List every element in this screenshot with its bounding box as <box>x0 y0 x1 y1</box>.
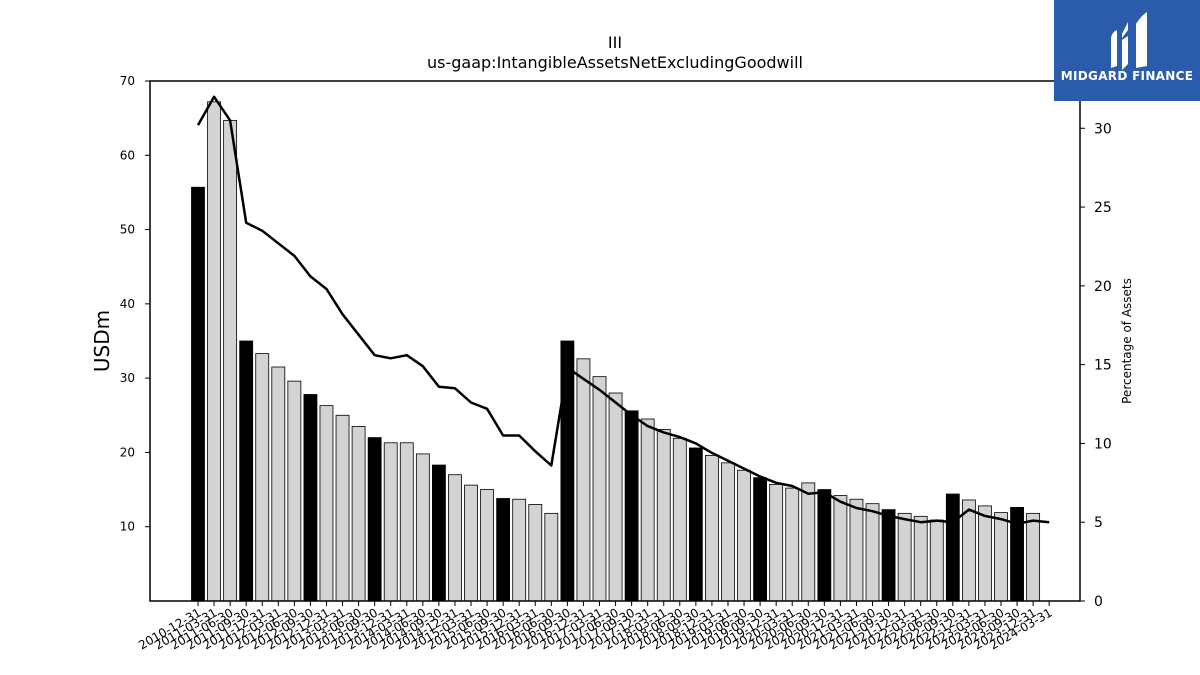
bar <box>528 504 543 602</box>
chart-subtitle: us-gaap:IntangibleAssetsNetExcludingGood… <box>427 53 803 72</box>
bar <box>945 493 960 602</box>
y-axis-label: USDm <box>90 310 114 372</box>
bar <box>448 474 462 602</box>
bar <box>688 447 703 602</box>
series-line-percentage-of-assets <box>196 95 1050 526</box>
y2-axis-label: Percentage of Assets <box>1120 278 1134 404</box>
bars-group <box>191 101 1041 602</box>
y-tick-label: 70 <box>120 74 135 88</box>
bar <box>207 101 221 602</box>
plot-frame <box>149 80 1081 602</box>
y-tick-label: 20 <box>120 445 135 459</box>
bar <box>672 437 687 602</box>
bar <box>560 340 575 602</box>
y2-axis: 0 5 10 15 20 25 30 <box>1080 121 1112 610</box>
bar <box>817 489 832 602</box>
bar <box>1026 512 1041 602</box>
bar <box>705 454 719 602</box>
bar <box>849 498 864 602</box>
bar <box>431 464 446 602</box>
y2-tick-label: 30 <box>1094 121 1112 137</box>
bar <box>544 512 559 602</box>
y2-tick-label: 25 <box>1094 200 1112 216</box>
bar <box>399 442 414 602</box>
y2-tick-label: 10 <box>1094 436 1112 452</box>
bar <box>753 477 767 602</box>
bar <box>801 482 816 602</box>
bar <box>287 380 302 602</box>
bar <box>576 358 591 602</box>
bar <box>464 484 478 602</box>
bar <box>271 366 286 602</box>
chart-title: III <box>608 33 622 52</box>
bar <box>415 453 430 602</box>
bar <box>737 469 751 602</box>
y-tick-label: 40 <box>120 297 135 311</box>
bar <box>512 498 527 602</box>
bar <box>721 462 735 602</box>
logo-mark-icon <box>1111 12 1147 70</box>
y2-tick-label: 15 <box>1094 358 1112 374</box>
y-tick-label: 10 <box>120 520 135 534</box>
y2-tick-label: 20 <box>1094 279 1112 295</box>
bar <box>769 483 784 602</box>
line-group <box>196 95 1050 526</box>
bar <box>191 186 205 602</box>
bar <box>255 353 270 602</box>
bar <box>608 392 623 602</box>
bar <box>367 437 382 602</box>
y2-tick-label: 0 <box>1094 594 1103 610</box>
bar <box>223 119 238 602</box>
y-tick-label: 30 <box>120 371 135 385</box>
bar <box>480 489 494 602</box>
bar <box>897 512 912 602</box>
y-tick-label: 60 <box>120 148 135 162</box>
bar <box>640 418 655 602</box>
bar <box>303 394 318 602</box>
bar <box>833 495 848 602</box>
brand-logo: MIDGARD FINANCE <box>1054 0 1200 101</box>
bar <box>351 426 366 602</box>
bar <box>383 442 398 602</box>
bar <box>656 428 671 602</box>
bar <box>496 498 511 602</box>
logo-text: MIDGARD FINANCE <box>1060 69 1194 83</box>
bar <box>929 519 944 602</box>
bar <box>624 410 639 602</box>
bar <box>319 405 334 602</box>
y2-tick-label: 5 <box>1094 515 1103 531</box>
bar <box>592 376 607 602</box>
bar <box>881 509 896 602</box>
bar <box>785 487 800 602</box>
bar <box>335 414 350 602</box>
bar <box>961 499 976 602</box>
bar <box>865 503 880 602</box>
bar <box>913 515 928 602</box>
bar <box>239 340 254 602</box>
bar <box>978 505 992 602</box>
y-tick-label: 50 <box>120 223 135 237</box>
y-axis: 10 20 30 40 50 60 70 <box>120 74 150 534</box>
x-axis: 2010-12-312011-03-312011-06-302011-09-30… <box>136 601 1055 652</box>
bar <box>994 512 1008 602</box>
